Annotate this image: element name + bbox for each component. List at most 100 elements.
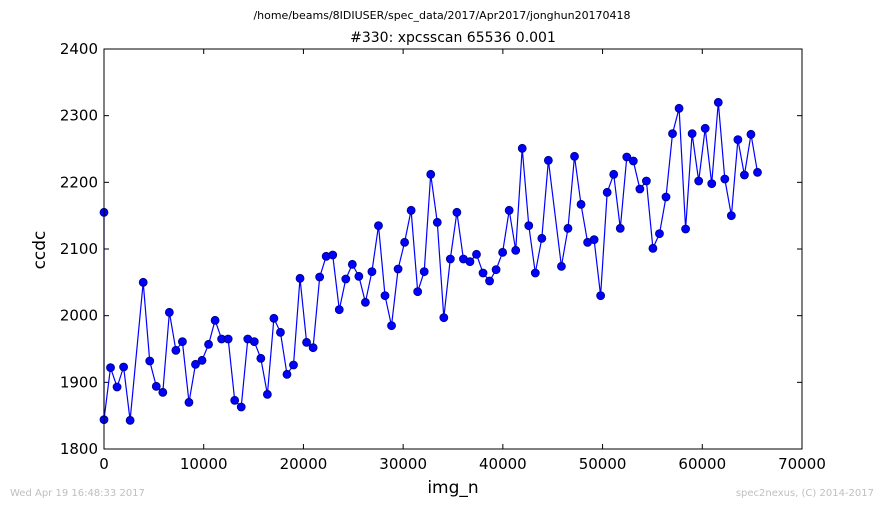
data-point	[158, 387, 168, 397]
data-point	[276, 327, 285, 337]
data-point	[354, 271, 364, 281]
data-point	[563, 223, 573, 233]
x-axis-ticks: 0 10000 20000 30000 40000 50000 60000 70000	[99, 49, 826, 473]
data-point	[674, 103, 684, 113]
data-point	[138, 277, 148, 287]
data-point	[661, 192, 671, 202]
data-point	[615, 223, 625, 233]
data-point	[151, 381, 161, 391]
data-point	[655, 229, 664, 239]
data-point	[426, 169, 436, 179]
data-point	[406, 205, 416, 215]
data-point	[504, 205, 514, 215]
data-point	[694, 176, 704, 186]
plot-frame	[103, 48, 803, 450]
x-tick-label: 50000	[579, 455, 627, 473]
data-point	[236, 402, 246, 412]
data-point	[341, 274, 351, 284]
data-point	[178, 337, 187, 347]
footer-credit: spec2nexus, (C) 2014-2017	[735, 488, 874, 499]
footer-timestamp: Wed Apr 19 16:48:33 2017	[10, 488, 145, 499]
data-point	[452, 207, 462, 217]
x-tick-label: 0	[99, 455, 109, 473]
data-point	[393, 264, 403, 274]
data-point	[641, 176, 651, 186]
data-point	[315, 272, 325, 282]
data-point	[210, 315, 220, 325]
data-point	[204, 339, 213, 349]
x-axis-label: img_n	[427, 478, 479, 498]
data-point	[687, 129, 697, 139]
data-point	[537, 233, 547, 243]
data-point	[439, 313, 449, 323]
x-tick-label: 20000	[280, 455, 328, 473]
data-point	[119, 362, 129, 372]
data-point	[256, 353, 266, 363]
data-point	[511, 245, 521, 255]
data-point	[478, 268, 488, 278]
y-tick-label: 1800	[60, 440, 98, 458]
y-tick-label: 2000	[60, 307, 98, 325]
data-point	[472, 249, 481, 259]
data-point	[498, 247, 508, 257]
data-point	[445, 254, 455, 264]
y-tick-label: 1900	[60, 373, 98, 391]
data-point	[491, 265, 501, 275]
data-point	[700, 123, 710, 133]
data-point	[380, 291, 390, 301]
data-point	[295, 273, 305, 283]
data-point	[622, 152, 632, 162]
x-tick-label: 30000	[379, 455, 427, 473]
data-point	[367, 267, 377, 277]
data-point	[740, 170, 749, 180]
data-point	[557, 261, 566, 271]
data-point	[360, 297, 370, 307]
data-point	[191, 359, 200, 369]
data-point	[596, 291, 606, 301]
data-point	[223, 334, 233, 344]
data-point	[413, 287, 423, 297]
data-point	[589, 235, 599, 245]
data-point	[230, 395, 240, 405]
series-line	[103, 102, 759, 421]
data-point	[733, 135, 743, 145]
data-point	[668, 129, 677, 139]
data-point	[576, 199, 586, 209]
data-point	[171, 345, 181, 355]
data-point	[746, 129, 756, 139]
data-point	[328, 250, 338, 260]
data-point	[387, 321, 396, 331]
data-point	[197, 355, 207, 365]
data-point	[602, 187, 612, 197]
data-point	[184, 397, 194, 407]
data-point	[400, 237, 410, 247]
y-tick-label: 2100	[60, 240, 98, 258]
data-point	[628, 156, 638, 166]
data-point	[374, 221, 383, 231]
data-point	[707, 179, 717, 189]
data-point	[125, 415, 135, 425]
x-tick-label: 40000	[479, 455, 527, 473]
y-tick-label: 2400	[60, 40, 98, 58]
data-point	[302, 337, 311, 347]
data-point	[164, 307, 174, 317]
x-tick-label: 60000	[678, 455, 726, 473]
data-point	[282, 369, 292, 379]
series-layer	[99, 97, 762, 425]
data-point	[753, 167, 762, 177]
data-point	[269, 313, 279, 323]
data-point	[145, 356, 155, 366]
data-point	[485, 276, 494, 286]
data-point	[726, 211, 736, 221]
data-point	[249, 337, 259, 347]
chart-title: #330: xpcsscan 65536 0.001	[350, 30, 556, 46]
data-point	[106, 363, 115, 373]
data-point	[720, 174, 730, 184]
data-point	[334, 305, 344, 315]
data-point	[713, 97, 723, 107]
y-tick-label: 2200	[60, 173, 98, 191]
data-point	[289, 360, 298, 370]
data-point	[681, 224, 691, 234]
data-point	[308, 343, 318, 353]
